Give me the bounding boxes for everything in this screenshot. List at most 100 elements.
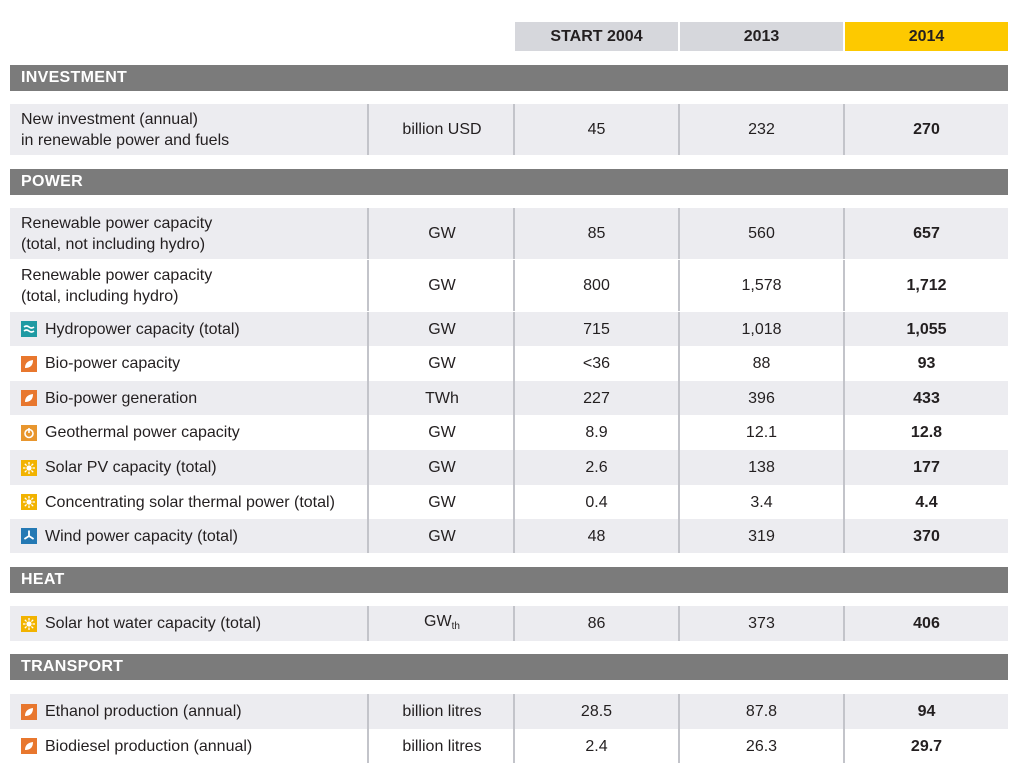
table-row: Hydropower capacity (total) GW 715 1,018 1,0…: [10, 312, 1008, 346]
value-cell: 26.3: [678, 729, 843, 763]
unit: billion litres: [402, 737, 482, 755]
row-label-cell: Renewable power capacity (total, includi…: [10, 260, 367, 311]
unit: GW: [428, 225, 456, 242]
value: 28.5: [580, 703, 613, 720]
row-label-cell: Solar hot water capacity (total): [10, 606, 367, 641]
unit-cell: billion USD: [367, 104, 515, 155]
value: 319: [748, 527, 775, 545]
row-icon: [21, 321, 37, 337]
value: 560: [748, 225, 775, 242]
value-cell: 0.4: [513, 485, 678, 519]
row-label-cell: Solar PV capacity (total): [10, 450, 367, 485]
unit-cell: GWth: [367, 606, 515, 641]
section-header: TRANSPORT: [10, 654, 1008, 680]
row-icon: [21, 390, 37, 406]
row-label: Hydropower capacity (total): [45, 320, 240, 338]
row-icon: [21, 355, 37, 372]
unit-cell: TWh: [367, 381, 515, 415]
value: 85: [587, 225, 606, 242]
unit: GW: [428, 493, 456, 511]
row-label: Wind power capacity (total): [45, 527, 238, 545]
value-cell: 406: [843, 606, 1008, 641]
value: 12.1: [745, 424, 778, 441]
unit-cell: GW: [367, 485, 515, 519]
value: 1,018: [741, 320, 782, 338]
table-row: Ethanol production (annual) billion litre…: [10, 694, 1008, 729]
value-cell: 1,018: [678, 312, 843, 346]
value: 1,055: [906, 320, 947, 338]
unit: GW: [428, 459, 456, 476]
value-cell: 1,055: [843, 312, 1008, 346]
value-cell: 94: [843, 694, 1008, 729]
column-header: 2014: [845, 22, 1008, 51]
row-label-cell: Concentrating solar thermal power (total…: [10, 485, 367, 519]
unit-cell: GW: [367, 260, 515, 311]
table-row: New investment (annual) in renewable pow…: [10, 104, 1008, 155]
row-label: Concentrating solar thermal power (total…: [45, 493, 335, 511]
row-icon: [21, 528, 37, 544]
value: 2.6: [585, 459, 608, 476]
value-cell: 12.1: [678, 415, 843, 450]
row-label-cell: Geothermal power capacity: [10, 415, 367, 450]
unit-cell: billion litres: [367, 729, 515, 763]
value-cell: 177: [843, 450, 1008, 485]
unit-cell: GW: [367, 519, 515, 553]
row-label: Bio-power generation: [45, 389, 198, 407]
table-row: Biodiesel production (annual) billion lit…: [10, 729, 1008, 763]
value-cell: 48: [513, 519, 678, 553]
value: 396: [748, 389, 775, 407]
table-row: Geothermal power capacity GW 8.9 12.1 12.8: [10, 415, 1008, 450]
row-label: Renewable power capacity (total, not inc…: [21, 214, 213, 253]
value: 800: [583, 277, 610, 294]
value-cell: 1,712: [843, 260, 1008, 311]
row-label: Solar PV capacity (total): [45, 459, 217, 476]
row-icon: [21, 738, 37, 754]
value: 227: [583, 389, 610, 407]
value: <36: [582, 355, 611, 372]
value-cell: 232: [678, 104, 843, 155]
row-icon: [21, 459, 37, 476]
value-cell: 86: [513, 606, 678, 641]
value-cell: 138: [678, 450, 843, 485]
value-cell: 370: [843, 519, 1008, 553]
value: 29.7: [910, 737, 943, 755]
table-row: Solar PV capacity (total) GW 2.6 138 177: [10, 450, 1008, 485]
value: 2.4: [585, 737, 608, 755]
value: 86: [587, 615, 606, 632]
value: 94: [917, 703, 936, 720]
value-cell: 560: [678, 208, 843, 259]
unit: billion litres: [402, 703, 482, 720]
value-cell: 2.4: [513, 729, 678, 763]
unit-cell: GW: [367, 415, 515, 450]
unit-cell: billion litres: [367, 694, 515, 729]
unit-subscript: th: [451, 620, 460, 632]
value: 26.3: [745, 737, 778, 755]
value-cell: 3.4: [678, 485, 843, 519]
row-label-cell: Wind power capacity (total): [10, 519, 367, 553]
value: 657: [913, 225, 940, 242]
row-label-cell: New investment (annual) in renewable pow…: [10, 104, 367, 155]
value: 8.9: [585, 424, 608, 441]
value-cell: 45: [513, 104, 678, 155]
row-icon: [21, 703, 37, 720]
row-label-cell: Renewable power capacity (total, not inc…: [10, 208, 367, 259]
value: 433: [913, 389, 940, 407]
table-row: Bio-power generation TWh 227 396 433: [10, 381, 1008, 415]
value-cell: 1,578: [678, 260, 843, 311]
row-label-cell: Biodiesel production (annual): [10, 729, 367, 763]
value-cell: 227: [513, 381, 678, 415]
value: 93: [917, 355, 936, 372]
value: 87.8: [745, 703, 778, 720]
value-cell: 93: [843, 346, 1008, 381]
value-cell: 373: [678, 606, 843, 641]
value-cell: <36: [513, 346, 678, 381]
value-cell: 85: [513, 208, 678, 259]
unit: billion USD: [402, 121, 482, 138]
row-label-cell: Bio-power capacity: [10, 346, 367, 381]
unit: GW: [428, 527, 456, 545]
unit-cell: GW: [367, 450, 515, 485]
row-label: Bio-power capacity: [45, 355, 181, 372]
row-label: Solar hot water capacity (total): [45, 615, 262, 632]
section-header: POWER: [10, 169, 1008, 195]
table-row: Bio-power capacity GW <36 88 93: [10, 346, 1008, 381]
